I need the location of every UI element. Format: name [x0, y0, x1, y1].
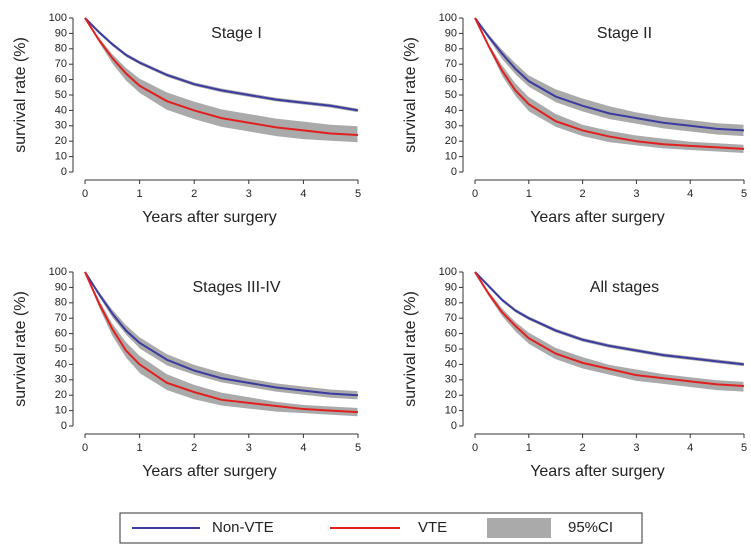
x-tick-label: 5 [355, 188, 361, 200]
x-tick-label: 4 [687, 442, 693, 454]
y-tick-label: 50 [445, 89, 457, 101]
x-tick-label: 3 [246, 188, 252, 200]
x-axis-label: Years after surgery [142, 209, 277, 226]
x-tick-label: 5 [355, 442, 361, 454]
x-tick-label: 1 [526, 188, 532, 200]
x-tick-label: 0 [82, 442, 88, 454]
y-tick-label: 70 [55, 58, 67, 70]
y-tick-label: 0 [451, 420, 457, 432]
y-tick-label: 100 [439, 266, 457, 278]
x-tick-label: 5 [741, 188, 747, 200]
y-tick-label: 40 [445, 104, 457, 116]
y-tick-label: 80 [55, 297, 67, 309]
panel: 0 10 20 30 40 50 60 70 80 90 100 0 1 2 3 4 5 Years after … [402, 266, 747, 480]
y-tick-label: 10 [445, 151, 457, 163]
y-tick-label: 70 [445, 58, 457, 70]
y-tick-label: 40 [55, 358, 67, 370]
series-line [474, 271, 745, 366]
y-tick-label: 80 [55, 43, 67, 55]
panel: 0 10 20 30 40 50 60 70 80 90 100 0 1 2 3 4 5 Years after … [12, 266, 361, 480]
x-tick-label: 1 [137, 188, 143, 200]
legend: Non-VTE VTE 95%CI [119, 512, 643, 544]
x-tick-label: 5 [741, 442, 747, 454]
y-tick-label: 90 [55, 281, 67, 293]
legend-label: VTE [418, 519, 447, 536]
y-tick-label: 30 [55, 374, 67, 386]
y-tick-label: 50 [55, 89, 67, 101]
series-line [84, 17, 359, 137]
panel: 0 10 20 30 40 50 60 70 80 90 100 0 1 2 3 4 5 Years after … [402, 12, 747, 226]
x-tick-label: 2 [580, 188, 586, 200]
y-tick-label: 20 [445, 135, 457, 147]
y-tick-label: 60 [55, 74, 67, 86]
x-tick-label: 4 [300, 442, 306, 454]
x-tick-label: 2 [580, 442, 586, 454]
y-tick-label: 10 [55, 405, 67, 417]
y-tick-label: 90 [445, 27, 457, 39]
y-tick-label: 0 [61, 420, 67, 432]
x-tick-label: 3 [633, 442, 639, 454]
y-tick-label: 60 [445, 74, 457, 86]
y-axis-label: survival rate (%) [12, 37, 29, 153]
y-tick-label: 40 [445, 358, 457, 370]
y-tick-label: 70 [445, 312, 457, 324]
panel-title: Stages III-IV [192, 279, 280, 296]
series-line [474, 271, 745, 387]
y-tick-label: 30 [55, 120, 67, 132]
y-tick-label: 20 [445, 389, 457, 401]
y-tick-label: 90 [55, 27, 67, 39]
series-line [474, 17, 745, 132]
panel-title: Stage II [597, 25, 652, 42]
y-tick-label: 80 [445, 297, 457, 309]
y-tick-label: 0 [61, 166, 67, 178]
y-tick-label: 100 [439, 12, 457, 24]
panel: 0 10 20 30 40 50 60 70 80 90 100 0 1 2 3 4 5 Years after … [12, 12, 361, 226]
x-tick-label: 3 [633, 188, 639, 200]
x-tick-label: 2 [191, 442, 197, 454]
x-tick-label: 3 [246, 442, 252, 454]
y-tick-label: 80 [445, 43, 457, 55]
y-tick-label: 100 [49, 266, 67, 278]
x-axis-label: Years after surgery [530, 463, 665, 480]
legend-label: 95%CI [568, 519, 613, 536]
y-tick-label: 50 [445, 343, 457, 355]
y-tick-label: 50 [55, 343, 67, 355]
x-tick-label: 0 [472, 442, 478, 454]
y-tick-label: 40 [55, 104, 67, 116]
y-tick-label: 60 [55, 328, 67, 340]
y-axis-label: survival rate (%) [402, 37, 419, 153]
x-tick-label: 0 [82, 188, 88, 200]
y-tick-label: 20 [55, 389, 67, 401]
legend-label: Non-VTE [212, 519, 274, 536]
series-line [84, 17, 359, 112]
x-tick-label: 1 [137, 442, 143, 454]
legend-swatch [487, 518, 551, 538]
panel-title: Stage I [211, 25, 262, 42]
x-tick-label: 4 [300, 188, 306, 200]
y-tick-label: 70 [55, 312, 67, 324]
panel-title: All stages [590, 279, 659, 296]
y-axis-label: survival rate (%) [12, 291, 29, 407]
x-axis-label: Years after surgery [142, 463, 277, 480]
series-line [84, 271, 359, 414]
x-tick-label: 1 [526, 442, 532, 454]
y-tick-label: 20 [55, 135, 67, 147]
y-axis-label: survival rate (%) [402, 291, 419, 407]
series-line [474, 17, 745, 150]
y-tick-label: 60 [445, 328, 457, 340]
y-tick-label: 30 [445, 374, 457, 386]
x-tick-label: 2 [191, 188, 197, 200]
x-tick-label: 4 [687, 188, 693, 200]
y-tick-label: 0 [451, 166, 457, 178]
y-tick-label: 10 [55, 151, 67, 163]
y-tick-label: 90 [445, 281, 457, 293]
x-tick-label: 0 [472, 188, 478, 200]
series-line [84, 271, 359, 397]
y-tick-label: 10 [445, 405, 457, 417]
x-axis-label: Years after surgery [530, 209, 665, 226]
y-tick-label: 30 [445, 120, 457, 132]
y-tick-label: 100 [49, 12, 67, 24]
